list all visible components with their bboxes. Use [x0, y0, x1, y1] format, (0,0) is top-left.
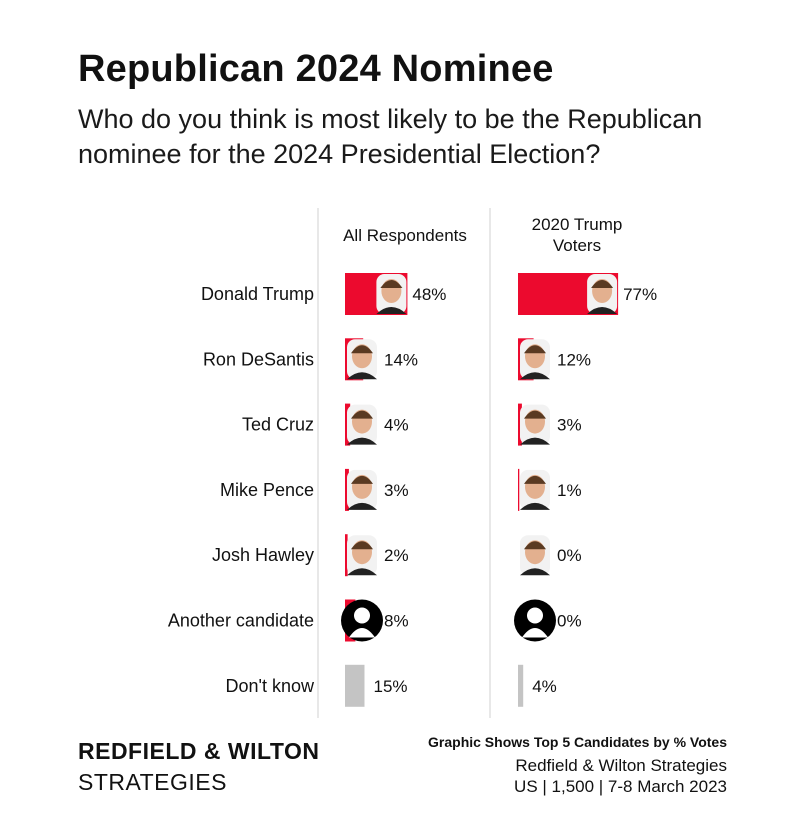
portrait-donald-trump-series-1-icon	[376, 274, 407, 314]
portrait-ron-desantis-series-2-icon	[520, 339, 550, 380]
value-label-donald-trump-series-1: 48%	[412, 285, 446, 304]
portrait-ted-cruz-series-2-icon	[520, 404, 550, 445]
value-label-ron-desantis-series-1: 14%	[384, 350, 418, 369]
portrait-josh-hawley-series-1-icon	[347, 535, 377, 576]
value-label-josh-hawley-series-1: 2%	[384, 546, 409, 565]
bar-mike-pence-series-2	[518, 468, 520, 511]
category-label-another-candidate: Another candidate	[168, 611, 314, 631]
value-label-ron-desantis-series-2: 12%	[557, 350, 591, 369]
column-header-2-line-1: 2020 Trump	[532, 215, 623, 234]
value-label-ted-cruz-series-1: 4%	[384, 416, 409, 435]
silhouette-another-candidate-series-1-icon	[341, 599, 383, 642]
category-label-donald-trump: Donald Trump	[201, 284, 314, 304]
portrait-ron-desantis-series-1-icon	[347, 339, 377, 380]
bar-don-t-know-series-2	[518, 664, 524, 707]
footer-source: Redfield & Wilton Strategies	[515, 756, 727, 775]
portrait-ted-cruz-series-1-icon	[347, 404, 377, 445]
value-label-another-candidate-series-2: 0%	[557, 612, 582, 631]
footer-note: Graphic Shows Top 5 Candidates by % Vote…	[428, 734, 727, 750]
value-label-donald-trump-series-2: 77%	[623, 285, 657, 304]
portrait-mike-pence-series-1-icon	[347, 469, 377, 510]
column-header-2-line-2: Voters	[553, 236, 601, 255]
bar-josh-hawley-series-1	[345, 534, 348, 577]
portrait-mike-pence-series-2-icon	[520, 469, 550, 510]
value-label-ted-cruz-series-2: 3%	[557, 416, 582, 435]
bar-ted-cruz-series-2	[518, 403, 522, 446]
bar-don-t-know-series-1	[345, 664, 365, 707]
brand-name: REDFIELD & WILTON	[78, 738, 320, 764]
page-title: Republican 2024 Nominee	[78, 48, 554, 90]
chart-subtitle: Who do you think is most likely to be th…	[78, 104, 703, 169]
bar-mike-pence-series-1	[345, 468, 349, 511]
value-label-mike-pence-series-1: 3%	[384, 481, 409, 500]
brand-sub: STRATEGIES	[78, 769, 227, 795]
category-label-mike-pence: Mike Pence	[220, 480, 314, 500]
brand-logo: REDFIELD & WILTON STRATEGIES	[78, 738, 319, 796]
footer-sample: US | 1,500 | 7-8 March 2023	[514, 777, 727, 796]
column-header-1-line-1: All Respondents	[343, 226, 467, 245]
category-label-ron-desantis: Ron DeSantis	[203, 349, 314, 369]
value-label-another-candidate-series-1: 8%	[384, 612, 409, 631]
silhouette-another-candidate-series-2-icon	[514, 599, 556, 642]
footer: Graphic Shows Top 5 Candidates by % Vote…	[428, 732, 727, 797]
value-label-mike-pence-series-2: 1%	[557, 481, 582, 500]
value-label-josh-hawley-series-2: 0%	[557, 546, 582, 565]
value-label-don-t-know-series-2: 4%	[532, 677, 557, 696]
category-label-ted-cruz: Ted Cruz	[242, 415, 314, 435]
value-label-don-t-know-series-1: 15%	[374, 677, 408, 696]
portrait-josh-hawley-series-2-icon	[520, 535, 550, 576]
category-label-josh-hawley: Josh Hawley	[212, 545, 314, 565]
portrait-donald-trump-series-2-icon	[587, 274, 618, 314]
category-label-don-t-know: Don't know	[226, 676, 315, 696]
